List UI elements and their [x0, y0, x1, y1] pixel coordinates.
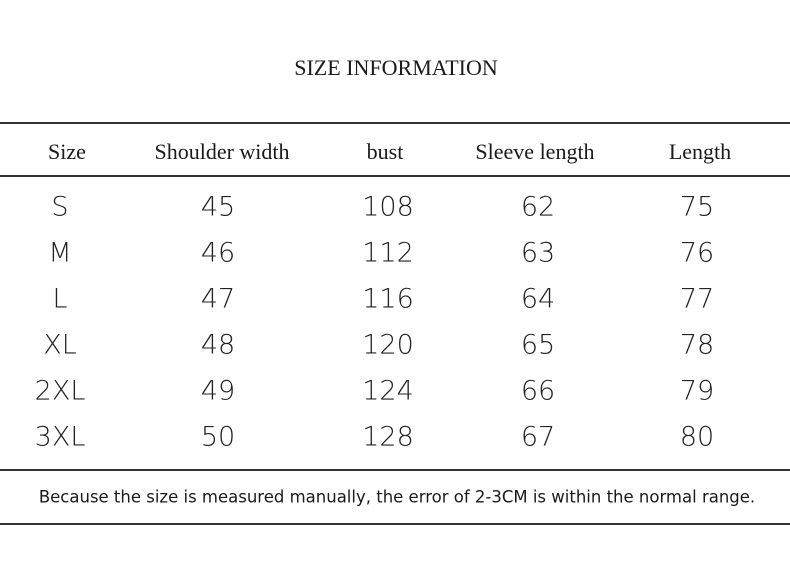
- table-cell: 48: [200, 329, 236, 361]
- table-cell: 47: [200, 283, 236, 315]
- table-cell: 3XL: [34, 421, 86, 453]
- column-header: Length: [668, 139, 732, 164]
- table-cell: 65: [520, 329, 556, 361]
- table-cell: 77: [679, 283, 715, 315]
- rule: [0, 175, 790, 177]
- table-cell: 80: [679, 421, 715, 453]
- table-cell: 63: [520, 237, 556, 269]
- table-cell: 62: [520, 191, 556, 223]
- table-cell: 120: [362, 329, 414, 361]
- table-cell: L: [52, 283, 68, 315]
- table-cell: 116: [362, 283, 414, 315]
- table-cell: 128: [362, 421, 414, 453]
- table-cell: 66: [520, 375, 556, 407]
- table-cell: S: [51, 191, 69, 223]
- table-cell: 49: [200, 375, 236, 407]
- table-cell: 50: [200, 421, 236, 453]
- rule: [0, 122, 790, 124]
- table-cell: 78: [679, 329, 715, 361]
- table-cell: 64: [520, 283, 556, 315]
- table-cell: 67: [520, 421, 556, 453]
- rule: [0, 523, 790, 525]
- table-cell: 124: [362, 375, 414, 407]
- column-header: Shoulder width: [154, 139, 290, 164]
- table-cell: 45: [200, 191, 236, 223]
- table-cell: 2XL: [34, 375, 86, 407]
- rule: [0, 469, 790, 471]
- column-header: Sleeve length: [475, 139, 595, 164]
- table-cell: 75: [679, 191, 715, 223]
- column-header: bust: [366, 139, 404, 164]
- table-cell: 79: [679, 375, 715, 407]
- column-header: Size: [48, 139, 86, 164]
- table-cell: 112: [362, 237, 414, 269]
- table-cell: 76: [679, 237, 715, 269]
- footnote: Because the size is measured manually, t…: [38, 487, 756, 507]
- table-cell: XL: [43, 329, 77, 361]
- table-cell: 108: [362, 191, 414, 223]
- table-cell: M: [48, 237, 72, 269]
- table-cell: 46: [200, 237, 236, 269]
- title: SIZE INFORMATION: [294, 55, 498, 80]
